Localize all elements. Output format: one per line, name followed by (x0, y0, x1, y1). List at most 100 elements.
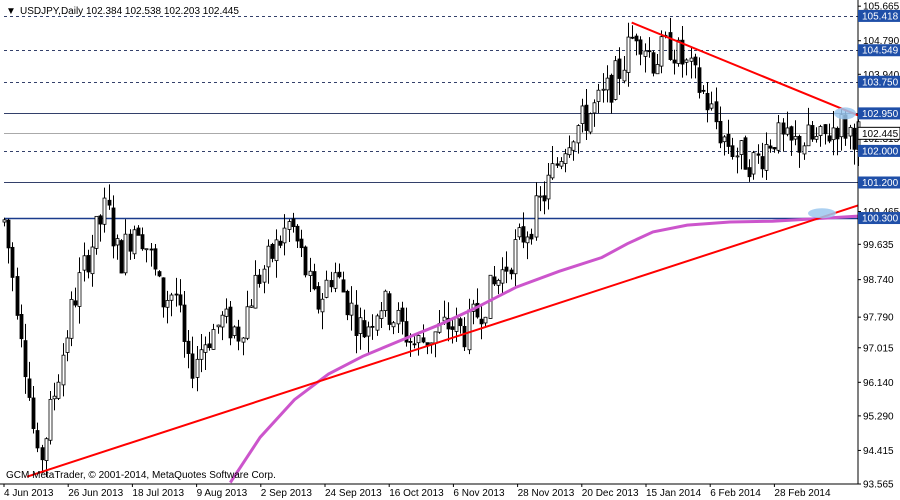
candle (802, 142, 807, 160)
candle-body-up (232, 326, 237, 336)
candle-body-down (35, 430, 40, 449)
candle-body-up (77, 272, 82, 307)
candle (689, 46, 694, 79)
candle-body-up (216, 324, 221, 328)
candle (785, 111, 790, 137)
candle-body-down (638, 39, 643, 55)
candle (626, 22, 631, 87)
level-price-label-box (858, 144, 900, 157)
candle-body-down (462, 325, 467, 348)
candle-body-up (165, 300, 170, 308)
resistance-trendline (631, 21, 859, 117)
x-tick-label: 4 Jun 2013 (4, 488, 54, 499)
candle-body-up (467, 309, 472, 351)
candle-body-up (266, 245, 271, 268)
candle-body-up (249, 305, 254, 308)
candle-body-down (140, 234, 145, 250)
candle-body-down (10, 246, 15, 278)
y-tick-label: 97.015 (863, 343, 894, 354)
candle (195, 345, 200, 392)
y-tick-label: 94.415 (863, 446, 894, 457)
candle (601, 73, 606, 103)
candle-body-down (86, 255, 91, 273)
candle (764, 132, 769, 181)
candle (224, 298, 229, 324)
candle-body-down (257, 274, 262, 284)
candle (793, 120, 798, 146)
candle (366, 321, 371, 353)
y-tick-label: 98.740 (863, 275, 894, 286)
candle (404, 307, 409, 347)
y-tick-label: 93.565 (863, 480, 894, 491)
candle (488, 274, 493, 319)
candle (622, 56, 627, 84)
candle-body-up (366, 326, 371, 337)
candle-body-down (609, 74, 614, 103)
candle-body-up (534, 195, 539, 238)
candle-body-down (15, 276, 20, 316)
horizontal-level-lines (4, 16, 858, 220)
candle (216, 324, 221, 334)
level-price-label-box (858, 9, 900, 22)
candle-body-down (446, 317, 451, 330)
candle-body-down (668, 32, 673, 60)
candle-body-down (31, 397, 36, 429)
candle-body-down (697, 67, 702, 93)
candle (278, 235, 283, 249)
candle-body-down (278, 240, 283, 246)
candle (730, 137, 735, 160)
y-tick-label: 97.790 (863, 313, 894, 324)
candle-body-down (701, 89, 706, 92)
candle-body-up (689, 57, 694, 62)
candle (492, 266, 497, 287)
level-price-label-box (858, 75, 900, 88)
candle-body-down (760, 156, 765, 170)
candle-body-up (613, 60, 618, 100)
level-price-label: 102.000 (862, 146, 899, 157)
candle (643, 43, 648, 73)
candle-body-up (643, 50, 648, 57)
candle (517, 223, 522, 240)
x-tick-label: 18 Jul 2013 (132, 488, 184, 499)
candle (500, 257, 505, 296)
candle (588, 112, 593, 135)
candle (513, 229, 518, 288)
chart-menu-arrow-icon[interactable]: ▼ (6, 6, 16, 17)
candle (48, 391, 53, 445)
candle-body-up (224, 308, 229, 317)
candle-body-up (496, 279, 501, 286)
candle-body-down (529, 233, 534, 240)
x-tick-label: 6 Feb 2014 (710, 488, 761, 499)
current-price-label-box (857, 126, 900, 140)
candle (818, 124, 823, 147)
candle (354, 290, 359, 354)
candle (270, 242, 275, 263)
candle (521, 212, 526, 249)
candle-body-up (169, 294, 174, 301)
candle (483, 316, 488, 327)
candle-body-down (747, 167, 752, 178)
candle (262, 265, 267, 294)
candle (479, 305, 484, 340)
candle-body-down (672, 59, 677, 64)
candle-body-down (509, 269, 514, 275)
candle (848, 124, 853, 150)
candle (634, 33, 639, 56)
candle (638, 36, 643, 66)
candle (140, 227, 145, 251)
candle-body-up (358, 317, 363, 334)
candle (40, 444, 45, 474)
candle (496, 278, 501, 295)
candle (291, 212, 296, 233)
candle (123, 219, 128, 276)
candle (316, 282, 321, 314)
chart-header[interactable]: ▼ USDJPY,Daily 102.384 102.538 102.203 1… (6, 6, 239, 17)
candle-body-up (262, 268, 267, 283)
candle-body-up (61, 354, 66, 386)
candle (203, 336, 208, 370)
candle-body-down (647, 50, 652, 53)
candle-body-up (576, 125, 581, 144)
candle-body-down (730, 145, 735, 158)
candle (592, 99, 597, 127)
